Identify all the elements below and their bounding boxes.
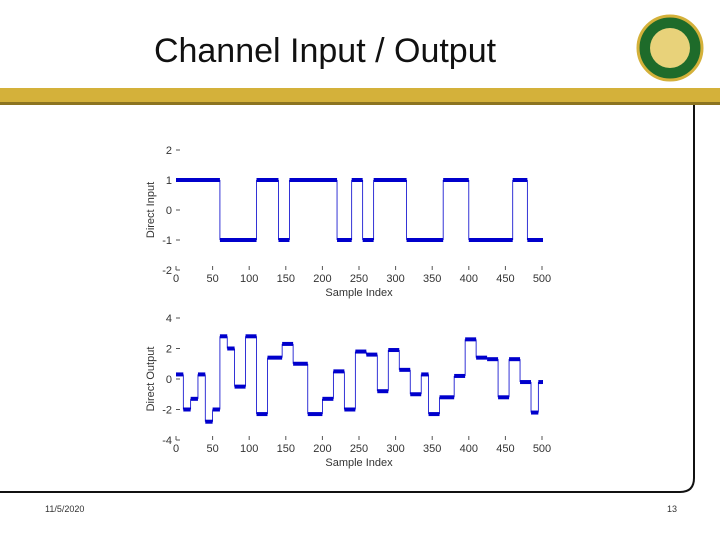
date: 11/5/2020 — [45, 504, 84, 514]
x-tick-label: 150 — [277, 273, 295, 285]
y-tick-label: 0 — [166, 374, 172, 386]
y-tick-label: 2 — [166, 344, 172, 356]
x-tick-label: 400 — [460, 443, 478, 455]
y-tick-label: 4 — [166, 313, 172, 325]
header-bar — [0, 88, 720, 102]
x-tick-label: 450 — [496, 443, 514, 455]
x-tick-label: 300 — [386, 443, 404, 455]
x-tick-label: 400 — [460, 273, 478, 285]
y-axis-label: Direct Output — [145, 347, 157, 412]
x-tick-label: 500 — [533, 443, 551, 455]
x-tick-label: 500 — [533, 273, 551, 285]
page-number: 13 — [667, 504, 677, 514]
x-tick-label: 250 — [350, 443, 368, 455]
x-tick-label: 300 — [386, 273, 404, 285]
x-tick-label: 150 — [277, 443, 295, 455]
x-tick-label: 200 — [313, 443, 331, 455]
x-tick-label: 0 — [173, 443, 179, 455]
x-tick-label: 200 — [313, 273, 331, 285]
x-axis-label: Sample Index — [325, 287, 393, 299]
y-tick-label: -4 — [162, 435, 172, 447]
logo-center — [650, 28, 690, 68]
x-tick-label: 50 — [206, 443, 218, 455]
x-tick-label: 350 — [423, 443, 441, 455]
y-axis-label: Direct Input — [145, 182, 157, 238]
y-tick-label: 0 — [166, 205, 172, 217]
x-tick-label: 0 — [173, 273, 179, 285]
x-tick-label: 250 — [350, 273, 368, 285]
slide-title: Channel Input / Output — [154, 32, 497, 70]
x-tick-label: 450 — [496, 273, 514, 285]
x-tick-label: 100 — [240, 273, 258, 285]
y-tick-label: 2 — [166, 145, 172, 157]
x-tick-label: 100 — [240, 443, 258, 455]
y-tick-label: -2 — [162, 265, 172, 277]
x-tick-label: 50 — [206, 273, 218, 285]
x-tick-label: 350 — [423, 273, 441, 285]
slide-frame — [0, 105, 695, 493]
y-tick-label: 1 — [166, 175, 172, 187]
y-tick-label: -1 — [162, 235, 172, 247]
y-tick-label: -2 — [162, 405, 172, 417]
header-bar-shadow — [0, 102, 720, 105]
x-axis-label: Sample Index — [325, 457, 393, 469]
